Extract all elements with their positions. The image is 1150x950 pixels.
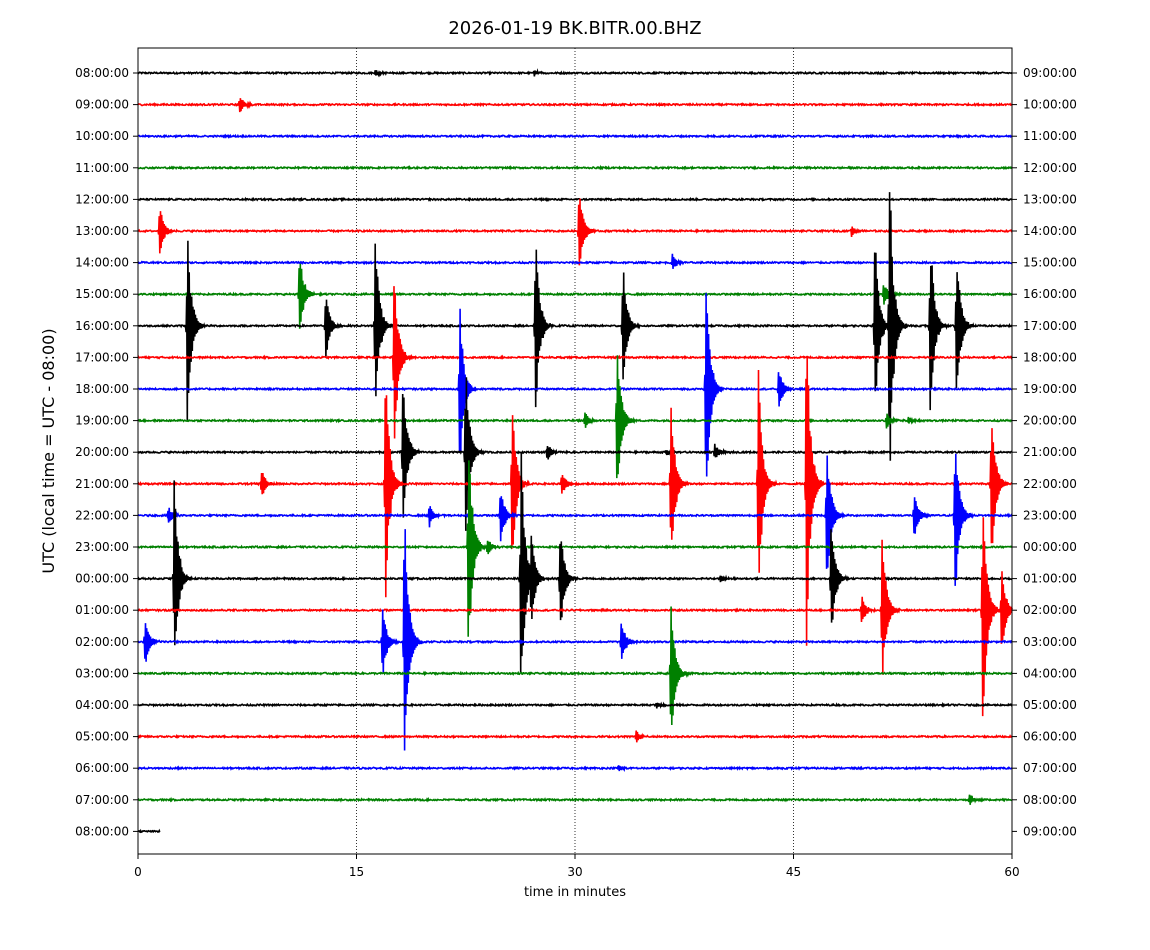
y-tick-label-right: 16:00:00 (1023, 287, 1077, 301)
y-tick-label-right: 15:00:00 (1023, 256, 1077, 270)
y-tick-label-left: 22:00:00 (75, 508, 129, 522)
y-tick-label-right: 14:00:00 (1023, 224, 1077, 238)
y-tick-label-left: 03:00:00 (75, 666, 129, 680)
seismic-trace (137, 98, 1013, 113)
y-tick-label-left: 10:00:00 (75, 129, 129, 143)
seismic-trace (137, 196, 1013, 203)
seismic-trace (137, 164, 1013, 171)
y-tick-label-left: 09:00:00 (75, 98, 129, 112)
seismic-trace (137, 293, 1013, 477)
seismic-trace (137, 828, 161, 834)
seismic-trace (137, 68, 1013, 78)
y-tick-label-right: 19:00:00 (1023, 382, 1077, 396)
y-tick-label-left: 04:00:00 (75, 698, 129, 712)
chart-title: 2026-01-19 BK.BITR.00.BHZ (448, 18, 701, 39)
seismic-trace (137, 198, 1013, 266)
seismic-trace (137, 286, 1013, 439)
seismic-trace (137, 460, 1013, 637)
y-tick-label-left: 08:00:00 (75, 824, 129, 838)
seismic-trace (137, 355, 1013, 479)
y-tick-label-left: 23:00:00 (75, 540, 129, 554)
y-tick-label-right: 08:00:00 (1023, 793, 1077, 807)
x-tick-label: 15 (349, 865, 364, 879)
y-tick-label-left: 16:00:00 (75, 319, 129, 333)
seismic-trace (137, 263, 1013, 329)
y-tick-label-left: 18:00:00 (75, 382, 129, 396)
y-tick-label-left: 13:00:00 (75, 224, 129, 238)
seismic-trace (137, 529, 1013, 751)
y-tick-label-left: 00:00:00 (75, 572, 129, 586)
y-tick-label-right: 03:00:00 (1023, 635, 1077, 649)
y-tick-label-right: 07:00:00 (1023, 761, 1077, 775)
x-tick-label: 30 (567, 865, 582, 879)
y-tick-label-right: 18:00:00 (1023, 350, 1077, 364)
y-tick-label-right: 01:00:00 (1023, 572, 1077, 586)
x-tick-label: 45 (786, 865, 801, 879)
y-tick-label-right: 09:00:00 (1023, 824, 1077, 838)
y-tick-label-left: 12:00:00 (75, 192, 129, 206)
y-tick-label-right: 13:00:00 (1023, 192, 1077, 206)
x-tick-label: 60 (1004, 865, 1019, 879)
y-tick-label-left: 14:00:00 (75, 256, 129, 270)
seismic-trace (137, 355, 1013, 646)
seismic-traces (137, 68, 1013, 834)
seismic-trace (137, 606, 1013, 726)
y-tick-label-left: 20:00:00 (75, 445, 129, 459)
y-tick-label-right: 22:00:00 (1023, 477, 1077, 491)
y-tick-label-left: 01:00:00 (75, 603, 129, 617)
seismic-trace (137, 701, 1013, 709)
seismic-trace (137, 133, 1013, 140)
y-tick-label-right: 00:00:00 (1023, 540, 1077, 554)
y-tick-label-right: 02:00:00 (1023, 603, 1077, 617)
y-tick-label-left: 15:00:00 (75, 287, 129, 301)
x-tick-label: 0 (134, 865, 142, 879)
y-tick-label-right: 21:00:00 (1023, 445, 1077, 459)
seismic-trace (137, 517, 1013, 717)
y-tick-label-right: 06:00:00 (1023, 730, 1077, 744)
y-tick-label-right: 05:00:00 (1023, 698, 1077, 712)
seismic-trace (137, 794, 1013, 805)
seismic-trace (137, 377, 1013, 531)
y-tick-label-right: 20:00:00 (1023, 414, 1077, 428)
y-tick-label-left: 06:00:00 (75, 761, 129, 775)
axis-ticks: 0 15 30 45 60 08:00:00 09:00:00 09:00:00 10:00:0… (75, 66, 1077, 879)
y-tick-label-left: 05:00:00 (75, 730, 129, 744)
y-tick-label-right: 12:00:00 (1023, 161, 1077, 175)
y-tick-label-right: 23:00:00 (1023, 508, 1077, 522)
y-tick-label-right: 11:00:00 (1023, 129, 1077, 143)
y-tick-label-left: 19:00:00 (75, 414, 129, 428)
seismic-trace (137, 453, 1013, 586)
y-axis-label: UTC (local time = UTC - 08:00) (39, 328, 58, 573)
y-tick-label-right: 04:00:00 (1023, 666, 1077, 680)
y-tick-label-left: 07:00:00 (75, 793, 129, 807)
y-tick-label-left: 02:00:00 (75, 635, 129, 649)
seismic-trace (137, 192, 1013, 461)
seismic-trace (137, 730, 1013, 743)
y-tick-label-right: 17:00:00 (1023, 319, 1077, 333)
y-tick-label-right: 10:00:00 (1023, 98, 1077, 112)
seismic-trace (137, 253, 1013, 269)
y-tick-label-right: 09:00:00 (1023, 66, 1077, 80)
y-tick-label-left: 08:00:00 (75, 66, 129, 80)
y-tick-label-left: 11:00:00 (75, 161, 129, 175)
x-axis-label: time in minutes (524, 885, 626, 900)
y-tick-label-left: 17:00:00 (75, 350, 129, 364)
y-tick-label-left: 21:00:00 (75, 477, 129, 491)
seismic-trace (137, 765, 1012, 773)
seismic-trace (137, 451, 1013, 673)
